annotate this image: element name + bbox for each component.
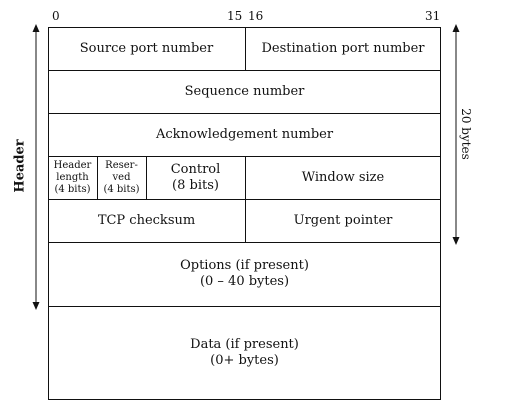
row-divider	[48, 70, 441, 71]
field-acknowledgement-number-label: Acknowledgement number	[155, 126, 334, 142]
bit-number-16: 16	[248, 9, 264, 23]
column-divider	[97, 156, 98, 199]
data-line-1: Data (if present)	[190, 337, 299, 352]
field-control: Control (8 bits)	[146, 156, 245, 199]
header-length-line-2: length	[56, 171, 89, 183]
field-window-size-label: Window size	[301, 169, 385, 185]
field-header-length: Header length (4 bits)	[48, 156, 97, 199]
field-reserved: Reser- ved (4 bits)	[97, 156, 146, 199]
field-window-size: Window size	[245, 156, 441, 199]
field-urgent-pointer: Urgent pointer	[245, 199, 441, 242]
tcp-segment-frame	[48, 27, 441, 400]
field-source-port-label: Source port number	[79, 40, 214, 56]
header-span-label: Header	[12, 136, 28, 196]
field-tcp-checksum-label: TCP checksum	[97, 212, 196, 228]
field-data: Data (if present) (0+ bytes)	[48, 306, 441, 400]
reserved-line-1: Reser-	[105, 159, 138, 171]
row-divider	[48, 113, 441, 114]
column-divider	[245, 156, 246, 242]
field-options: Options (if present) (0 – 40 bytes)	[48, 242, 441, 306]
header-span-arrow	[32, 24, 40, 310]
column-divider	[245, 27, 246, 70]
row-divider	[48, 242, 441, 243]
field-sequence-number: Sequence number	[48, 70, 441, 113]
row-divider	[48, 156, 441, 157]
bit-number-31: 31	[425, 9, 441, 23]
data-line-2: (0+ bytes)	[210, 353, 279, 368]
field-sequence-number-label: Sequence number	[184, 83, 305, 99]
twenty-bytes-span-arrow	[452, 24, 460, 245]
control-line-1: Control	[170, 161, 221, 177]
field-urgent-pointer-label: Urgent pointer	[293, 212, 393, 228]
field-destination-port-label: Destination port number	[261, 40, 425, 56]
options-line-1: Options (if present)	[180, 258, 309, 273]
column-divider	[146, 156, 147, 199]
header-length-line-3: (4 bits)	[54, 183, 91, 195]
field-source-port: Source port number	[48, 27, 245, 70]
row-divider	[48, 306, 441, 307]
options-line-2: (0 – 40 bytes)	[199, 274, 290, 289]
row-divider	[48, 199, 441, 200]
reserved-line-3: (4 bits)	[103, 183, 140, 195]
header-length-line-1: Header	[53, 159, 92, 171]
reserved-line-2: ved	[112, 171, 131, 183]
control-line-2: (8 bits)	[172, 177, 219, 193]
bit-number-0: 0	[52, 9, 60, 23]
twenty-bytes-label: 20 bytes	[459, 105, 473, 163]
field-acknowledgement-number: Acknowledgement number	[48, 113, 441, 156]
field-tcp-checksum: TCP checksum	[48, 199, 245, 242]
field-destination-port: Destination port number	[245, 27, 441, 70]
bit-number-15: 15	[227, 9, 243, 23]
